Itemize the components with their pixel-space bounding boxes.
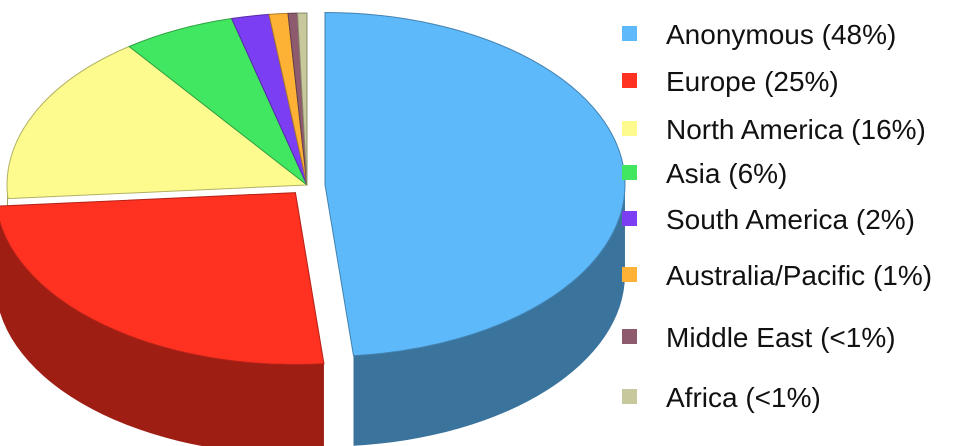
legend-item: Australia/Pacific (1%) (622, 260, 932, 291)
slice-europe (0, 192, 325, 366)
legend-swatch (622, 267, 637, 282)
slice-north-america (6, 45, 309, 200)
slice-side (353, 184, 625, 446)
slice-side (0, 222, 324, 446)
legend-item: Europe (25%) (622, 66, 839, 97)
legend-swatch (622, 389, 637, 404)
legend-item: North America (16%) (622, 114, 926, 145)
legend-label: Middle East (<1%) (666, 322, 896, 353)
legend-swatch (622, 26, 637, 41)
legend-swatch (622, 121, 637, 136)
legend-label: South America (2%) (666, 204, 915, 235)
legend-label: Africa (<1%) (666, 382, 821, 413)
legend-item: Anonymous (48%) (622, 19, 896, 50)
legend: Anonymous (48%) Europe (25%) North America… (622, 19, 932, 413)
legend-label: Europe (25%) (666, 66, 839, 97)
pie-top-faces (0, 12, 626, 366)
legend-item: Middle East (<1%) (622, 322, 896, 353)
pie-layer (0, 12, 626, 446)
legend-label: North America (16%) (666, 114, 926, 145)
legend-swatch (622, 329, 637, 344)
legend-label: Australia/Pacific (1%) (666, 260, 932, 291)
legend-item: Asia (6%) (622, 158, 787, 189)
legend-swatch (622, 211, 637, 226)
legend-label: Asia (6%) (666, 158, 787, 189)
slice-africa (296, 12, 308, 186)
legend-label: Anonymous (48%) (666, 19, 896, 50)
legend-item: South America (2%) (622, 204, 915, 235)
legend-swatch (622, 165, 637, 180)
legend-swatch (622, 73, 637, 88)
legend-item: Africa (<1%) (622, 382, 821, 413)
